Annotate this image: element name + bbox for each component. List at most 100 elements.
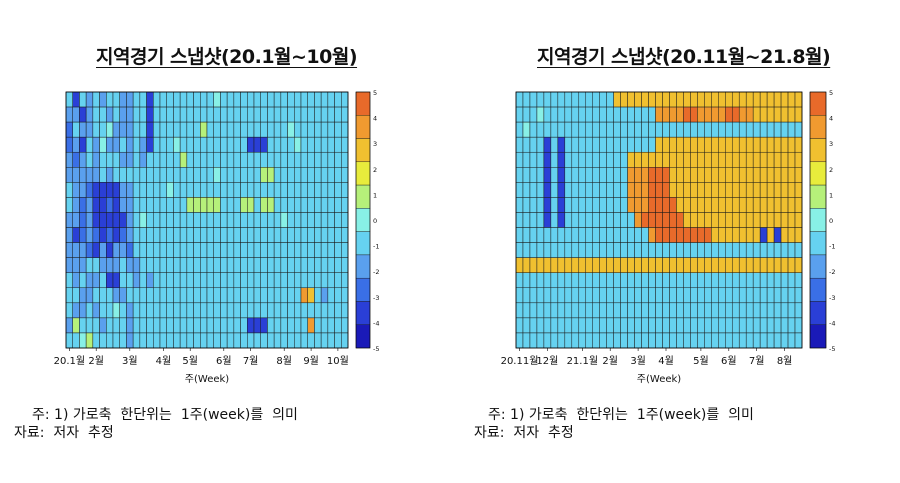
heatmap-cell: [213, 242, 221, 258]
heatmap-cell: [773, 242, 782, 258]
heatmap-cell: [648, 227, 656, 243]
heatmap-cell: [557, 121, 566, 138]
heatmap-cell: [745, 151, 754, 168]
heatmap-cell: [599, 106, 607, 123]
heatmap-cell: [85, 212, 94, 228]
heatmap-cell: [173, 121, 181, 138]
heatmap-cell: [655, 167, 663, 183]
heatmap-cell: [571, 106, 580, 123]
heatmap-cell: [220, 106, 228, 123]
heatmap-cell: [522, 302, 531, 319]
heatmap-cell: [280, 332, 288, 349]
heatmap-cell: [662, 167, 670, 183]
heatmap-cell: [273, 212, 282, 228]
heatmap-cell: [213, 136, 221, 153]
heatmap-cell: [683, 257, 691, 273]
heatmap-cell: [307, 272, 315, 289]
heatmap-cell: [787, 136, 796, 153]
heatmap-cell: [159, 151, 167, 168]
heatmap-cell: [112, 182, 120, 198]
heatmap-cell: [186, 227, 194, 243]
colorbar-segment: [355, 254, 371, 279]
heatmap-cell: [515, 257, 524, 273]
heatmap-cell: [690, 121, 698, 138]
heatmap-cell: [787, 317, 796, 334]
heatmap-cell: [550, 317, 559, 334]
heatmap-cell: [314, 257, 322, 273]
heatmap-cell: [193, 242, 201, 258]
heatmap-cell: [72, 317, 80, 334]
colorbar-tick-label: -3: [373, 294, 379, 302]
heatmap-cell: [585, 106, 593, 123]
heatmap-cell: [240, 317, 248, 334]
heatmap-cell: [159, 227, 167, 243]
heatmap-cell: [697, 136, 705, 153]
heatmap-cell: [515, 167, 524, 183]
heatmap-cell: [592, 272, 600, 289]
heatmap-cell: [515, 212, 524, 228]
heatmap-cell: [683, 212, 691, 228]
heatmap-cell: [300, 91, 308, 108]
heatmap-cell: [146, 332, 154, 349]
heatmap-cell: [606, 302, 614, 319]
heatmap-cell: [641, 106, 649, 123]
heatmap-cell: [787, 167, 796, 183]
heatmap-cell: [79, 106, 87, 123]
heatmap-cell: [159, 182, 167, 198]
heatmap-cell: [655, 121, 663, 138]
heatmap-cell: [220, 272, 228, 289]
x-tick-label: 9월: [303, 355, 319, 367]
heatmap-cell: [106, 302, 114, 319]
heatmap-cell: [725, 302, 733, 319]
heatmap-cell: [606, 212, 614, 228]
heatmap-cell: [718, 167, 726, 183]
heatmap-cell: [627, 272, 635, 289]
heatmap-cell: [634, 287, 642, 304]
heatmap-cell: [711, 257, 719, 273]
heatmap-cell: [193, 227, 201, 243]
colorbar-segment: [809, 115, 827, 139]
heatmap-cell: [85, 287, 94, 304]
heatmap-cell: [564, 317, 573, 334]
heatmap-cell: [334, 136, 342, 153]
heatmap-cell: [773, 91, 782, 108]
heatmap-cell: [200, 136, 208, 153]
heatmap-cell: [273, 317, 282, 334]
x-tick-label: 5월: [182, 355, 198, 367]
heatmap-cell: [119, 91, 127, 108]
heatmap-cell: [655, 106, 663, 123]
heatmap-cell: [126, 91, 134, 108]
heatmap-cell: [132, 242, 141, 258]
heatmap-cell: [780, 302, 789, 319]
heatmap-cell: [132, 167, 141, 183]
heatmap-cell: [166, 317, 174, 334]
heatmap-cell: [327, 242, 335, 258]
heatmap-cell: [752, 212, 761, 228]
heatmap-cell: [159, 257, 167, 273]
heatmap-cell: [307, 302, 315, 319]
note-left-line1: 주: 1) 가로축 한단위는 1주(week)를 의미: [32, 407, 298, 423]
heatmap-cell: [752, 272, 761, 289]
heatmap-cell: [112, 121, 120, 138]
heatmap-cell: [119, 121, 127, 138]
heatmap-cell: [718, 317, 726, 334]
heatmap-cell: [273, 197, 282, 213]
heatmap-cell: [334, 106, 342, 123]
heatmap-cell: [599, 197, 607, 213]
heatmap-cell: [641, 167, 649, 183]
heatmap-cell: [655, 91, 663, 108]
heatmap-cell: [515, 302, 524, 319]
heatmap-cell: [620, 272, 628, 289]
heatmap-cell: [233, 257, 241, 273]
heatmap-cell: [766, 287, 775, 304]
colorbar-border: [355, 91, 371, 349]
heatmap-cell: [287, 212, 295, 228]
heatmap-cell: [773, 121, 782, 138]
heatmap-cell: [543, 197, 552, 213]
heatmap-cell: [65, 242, 73, 258]
heatmap-cell: [683, 242, 691, 258]
heatmap-cell: [718, 227, 726, 243]
heatmap-cell: [233, 332, 241, 349]
heatmap-cell: [704, 212, 712, 228]
heatmap-cell: [529, 167, 538, 183]
